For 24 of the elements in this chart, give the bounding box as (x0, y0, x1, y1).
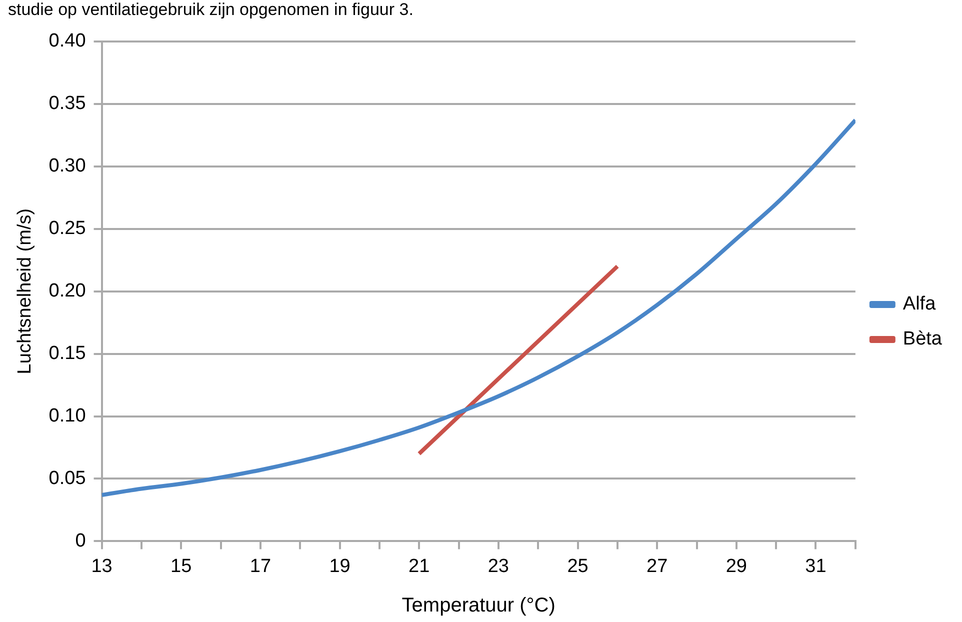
y-tick-label: 0 (75, 530, 86, 552)
text: studie op ventilatiegebruik zijn opgenomen in figuur 3. (8, 0, 414, 20)
y-tick-label: 0.40 (48, 30, 86, 52)
y-tick-label: 0.15 (48, 343, 86, 364)
x-tick-label: 17 (250, 556, 272, 577)
y-tick-label: 0.30 (48, 156, 86, 177)
x-tick-label: 31 (805, 556, 826, 577)
legend-label: Alfa (902, 294, 936, 315)
y-tick-label: 0.35 (48, 93, 86, 114)
x-tick-label: 15 (170, 556, 192, 577)
x-tick-label: 13 (91, 556, 112, 577)
y-tick-label: 0.25 (48, 218, 86, 240)
y-axis-title: Luchtsnelheid (m/s) (14, 208, 36, 374)
x-tick-label: 27 (646, 556, 668, 577)
x-axis-title: Temperatuur (°C) (402, 594, 556, 617)
x-tick-label: 21 (408, 556, 430, 577)
x-tick-label: 19 (329, 556, 350, 577)
y-tick-label: 0.05 (48, 468, 86, 489)
legend-label: Bèta (902, 328, 942, 350)
x-tick-label: 25 (567, 556, 588, 577)
y-tick-label: 0.10 (48, 405, 86, 426)
y-tick-label: 0.20 (48, 280, 86, 302)
x-tick-label: 23 (488, 556, 509, 577)
x-tick-label: 29 (726, 556, 747, 577)
